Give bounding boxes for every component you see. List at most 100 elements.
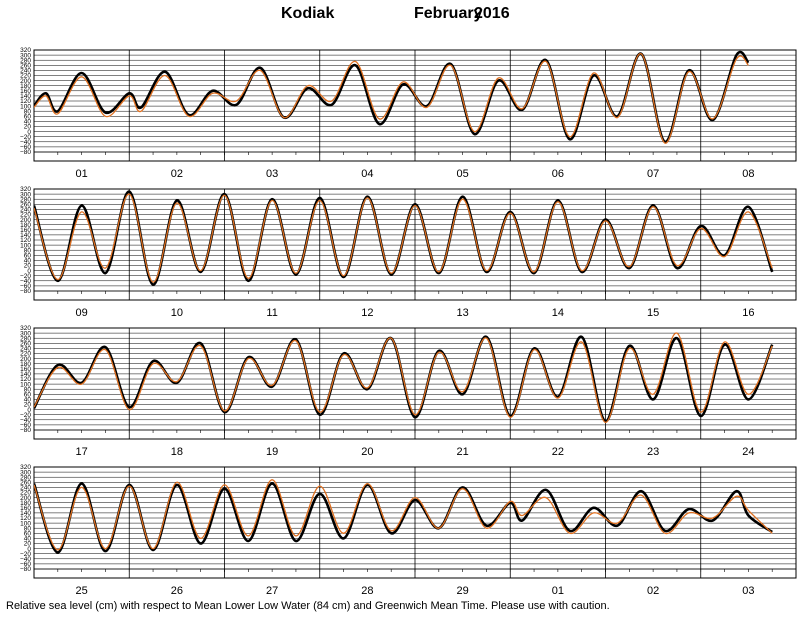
y-tick-label: 40 (24, 397, 32, 404)
day-label: 11 (266, 307, 277, 319)
y-tick-label: −40 (20, 556, 31, 563)
y-tick-label: −20 (20, 134, 31, 141)
day-label: 02 (647, 585, 659, 597)
y-tick-label: 120 (20, 376, 31, 383)
y-tick-label: 240 (20, 346, 31, 353)
y-tick-label: 40 (24, 536, 32, 543)
y-tick-label: 300 (20, 191, 31, 198)
y-tick-label: 100 (20, 520, 31, 527)
y-tick-label: 300 (20, 330, 31, 337)
day-label: 19 (266, 446, 278, 458)
day-label: 03 (266, 168, 278, 180)
predicted-series-line (34, 332, 773, 424)
y-tick-label: 160 (20, 505, 31, 512)
y-tick-label: 320 (20, 325, 31, 332)
day-label: 14 (552, 307, 564, 319)
day-label: 08 (742, 168, 754, 180)
y-tick-label: 140 (20, 510, 31, 517)
y-tick-label: 260 (20, 202, 31, 209)
y-tick-label: 200 (20, 217, 31, 224)
y-tick-label: 120 (20, 515, 31, 522)
day-label: 21 (457, 446, 469, 458)
year-label: 2016 (474, 5, 510, 22)
caption-note: Relative sea level (cm) with respect to … (6, 600, 610, 612)
panel-frame (33, 466, 797, 579)
y-tick-label: 200 (20, 78, 31, 85)
y-tick-label: 200 (20, 495, 31, 502)
panel-3: 3203002802602402202001801601401201008060… (20, 325, 797, 458)
y-tick-label: 280 (20, 335, 31, 342)
day-label: 13 (457, 307, 469, 319)
day-label: 22 (552, 446, 564, 458)
y-tick-label: 80 (24, 247, 32, 254)
y-tick-label: −60 (20, 422, 31, 429)
day-label: 09 (76, 307, 88, 319)
y-tick-label: −60 (20, 561, 31, 568)
day-label: 06 (552, 168, 564, 180)
y-tick-label: 180 (20, 83, 31, 90)
day-label: 10 (171, 307, 183, 319)
y-tick-label: −40 (20, 278, 31, 285)
day-label: 01 (552, 585, 564, 597)
y-tick-label: 300 (20, 469, 31, 476)
y-tick-label: 0 (27, 268, 31, 275)
y-tick-label: −20 (20, 412, 31, 419)
y-tick-label: −40 (20, 139, 31, 146)
y-tick-label: 100 (20, 381, 31, 388)
y-tick-label: −60 (20, 144, 31, 151)
y-tick-label: 300 (20, 52, 31, 59)
panel-2: 3203002802602402202001801601401201008060… (20, 186, 797, 319)
y-tick-label: 0 (27, 407, 31, 414)
y-tick-label: 120 (20, 98, 31, 105)
y-tick-label: 60 (24, 114, 32, 121)
panel-frame (33, 188, 797, 301)
predicted-series-line (34, 479, 773, 551)
y-tick-label: 160 (20, 88, 31, 95)
y-tick-label: 100 (20, 242, 31, 249)
predicted-series-line (34, 193, 773, 283)
y-tick-label: 180 (20, 500, 31, 507)
y-tick-label: 20 (24, 541, 32, 548)
y-tick-label: 280 (20, 57, 31, 64)
y-tick-label: 60 (24, 392, 32, 399)
y-tick-label: 220 (20, 351, 31, 358)
panel-frame (33, 327, 797, 440)
day-label: 28 (361, 585, 373, 597)
y-tick-label: 220 (20, 212, 31, 219)
y-tick-label: 40 (24, 258, 32, 265)
day-label: 17 (76, 446, 88, 458)
day-label: 03 (742, 585, 754, 597)
y-tick-label: 240 (20, 68, 31, 75)
y-tick-label: 20 (24, 402, 32, 409)
chart-title: Kodiak February 2016 (0, 5, 800, 27)
day-label: 23 (647, 446, 659, 458)
y-tick-label: −40 (20, 417, 31, 424)
day-label: 29 (457, 585, 469, 597)
y-tick-label: 220 (20, 73, 31, 80)
y-tick-label: 160 (20, 227, 31, 234)
y-tick-label: 0 (27, 129, 31, 136)
y-tick-label: 240 (20, 485, 31, 492)
y-tick-label: 280 (20, 196, 31, 203)
day-label: 16 (742, 307, 754, 319)
day-label: 02 (171, 168, 183, 180)
panel-4: 3203002802602402202001801601401201008060… (20, 464, 797, 597)
panel-1: 3203002802602402202001801601401201008060… (20, 47, 797, 180)
y-tick-label: 80 (24, 525, 32, 532)
y-tick-label: 120 (20, 237, 31, 244)
day-label: 18 (171, 446, 183, 458)
day-label: 04 (361, 168, 373, 180)
y-tick-label: 160 (20, 366, 31, 373)
day-label: 12 (361, 307, 373, 319)
y-tick-label: 320 (20, 186, 31, 193)
y-tick-label: 80 (24, 386, 32, 393)
station-name: Kodiak (281, 5, 335, 22)
y-tick-label: −80 (20, 288, 31, 295)
y-tick-label: −80 (20, 149, 31, 156)
predicted-series-line (34, 53, 749, 144)
day-label: 25 (76, 585, 88, 597)
y-tick-label: 280 (20, 474, 31, 481)
day-label: 01 (76, 168, 88, 180)
month-label: February (414, 5, 483, 22)
